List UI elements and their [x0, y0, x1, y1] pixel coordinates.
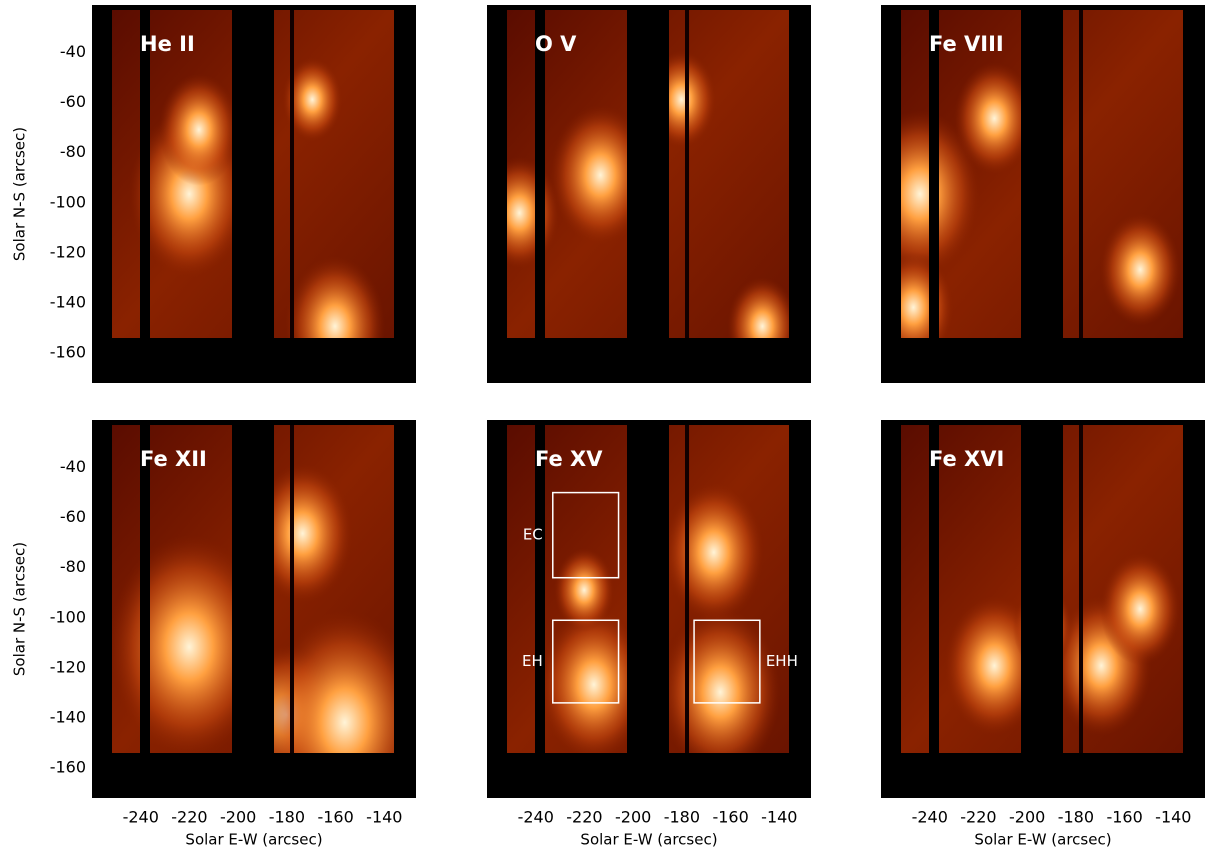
- emission: [1100, 553, 1180, 665]
- image-content: [479, 5, 797, 383]
- x-tick-label: -220: [566, 808, 602, 827]
- emission: [159, 74, 239, 186]
- data-gap: [1079, 5, 1083, 383]
- y-tick-label: -100: [50, 192, 86, 211]
- x-tick-label: -180: [269, 808, 305, 827]
- data-gap: [1021, 5, 1063, 383]
- x-tick-label: -160: [1106, 808, 1142, 827]
- solar-image: [901, 420, 1183, 798]
- x-tick-label: -220: [960, 808, 996, 827]
- image-content: [901, 420, 1183, 798]
- panel-title: Fe XV: [535, 447, 603, 471]
- figure: He II -40 -60 -80 -100 -120 -140 -160 Solar N-S …: [0, 0, 1207, 849]
- data-gap: [140, 5, 150, 383]
- x-tick-label: -200: [1009, 808, 1045, 827]
- data-gap: [535, 420, 545, 798]
- data-gap: [290, 5, 294, 383]
- data-gap: [232, 5, 274, 383]
- region-label: EHH: [766, 652, 798, 670]
- x-axis-label: Solar E-W (arcsec): [580, 831, 717, 849]
- y-tick-label: -120: [50, 657, 86, 676]
- solar-image: [112, 5, 394, 396]
- x-tick-label: -160: [712, 808, 748, 827]
- x-tick-label: -200: [220, 808, 256, 827]
- data-gap: [627, 420, 669, 798]
- panel-title: O V: [535, 32, 577, 56]
- data-gap: [1079, 420, 1083, 798]
- y-tick-label: -40: [60, 457, 86, 476]
- x-tick-label: -240: [912, 808, 948, 827]
- emission: [554, 548, 614, 632]
- data-gap: [232, 420, 274, 798]
- y-tick-label: -100: [50, 607, 86, 626]
- panel-title: Fe VIII: [929, 32, 1004, 56]
- emission: [1100, 214, 1180, 326]
- emission: [664, 482, 764, 622]
- y-tick-label: -120: [50, 242, 86, 261]
- x-tick-label: -140: [761, 808, 797, 827]
- panel-title: Fe XII: [140, 447, 207, 471]
- x-tick-label: -240: [123, 808, 159, 827]
- x-axis-label: Solar E-W (arcsec): [974, 831, 1111, 849]
- y-tick-label: -140: [50, 707, 86, 726]
- x-tick-label: -140: [366, 808, 402, 827]
- data-gap: [290, 420, 294, 798]
- data-gap: [1021, 420, 1063, 798]
- emission: [660, 608, 780, 776]
- data-gap: [685, 420, 689, 798]
- region-label: EH: [522, 652, 543, 670]
- solar-image: [507, 420, 789, 798]
- y-tick-label: -80: [60, 142, 86, 161]
- y-axis-label: Solar N-S (arcsec): [11, 542, 29, 676]
- solar-image: [860, 5, 1183, 383]
- x-tick-label: -200: [615, 808, 651, 827]
- y-tick-label: -160: [50, 342, 86, 361]
- x-axis-label: Solar E-W (arcsec): [185, 831, 322, 849]
- panel-title: Fe XVI: [929, 447, 1004, 471]
- x-tick-label: -160: [317, 808, 353, 827]
- solar-image: [479, 5, 797, 383]
- x-tick-label: -180: [664, 808, 700, 827]
- image-content: [112, 5, 394, 396]
- y-tick-label: -140: [50, 292, 86, 311]
- data-gap: [140, 420, 150, 798]
- y-axis-label: Solar N-S (arcsec): [11, 127, 29, 261]
- data-gap: [929, 5, 939, 383]
- y-tick-label: -80: [60, 557, 86, 576]
- y-tick-label: -60: [60, 92, 86, 111]
- panel-title: He II: [140, 32, 195, 56]
- y-tick-label: -160: [50, 757, 86, 776]
- data-gap: [535, 5, 545, 383]
- x-tick-label: -180: [1058, 808, 1094, 827]
- data-gap: [929, 420, 939, 798]
- x-tick-label: -240: [518, 808, 554, 827]
- x-tick-label: -140: [1155, 808, 1191, 827]
- data-gap: [627, 5, 669, 383]
- data-gap: [685, 5, 689, 383]
- x-tick-label: -220: [171, 808, 207, 827]
- image-content: [860, 5, 1183, 383]
- image-content: [507, 420, 789, 798]
- y-tick-label: -40: [60, 42, 86, 61]
- y-tick-label: -60: [60, 507, 86, 526]
- region-label: EC: [523, 526, 543, 544]
